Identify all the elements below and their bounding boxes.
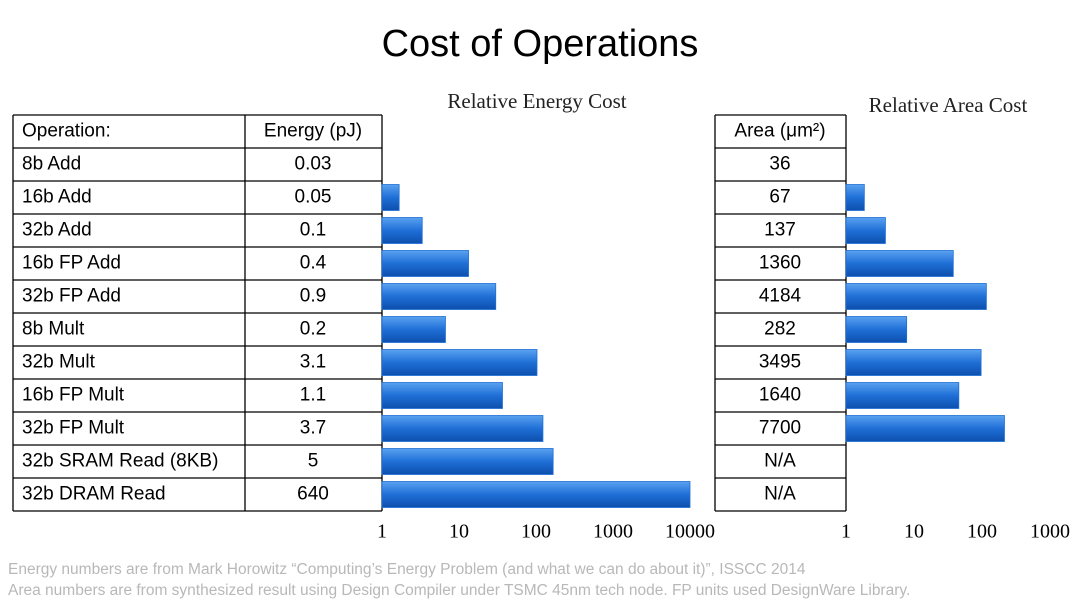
table-cell: 0.03	[295, 154, 332, 175]
chart-title: Relative Area Cost	[869, 93, 1028, 117]
bar	[381, 382, 503, 409]
x-tick-label: 1	[377, 521, 387, 543]
x-tick-label: 100	[521, 521, 551, 543]
bar	[845, 382, 960, 409]
chart-title: Relative Energy Cost	[447, 89, 626, 113]
x-tick-label: 10	[449, 521, 469, 543]
table-cell: 16b FP Add	[22, 253, 121, 274]
table-cell: 0.05	[295, 187, 332, 208]
x-tick-label: 1000	[1030, 521, 1070, 543]
table-cell: 32b Add	[22, 220, 92, 241]
table-cell: 3.7	[300, 418, 326, 439]
bar	[381, 481, 691, 508]
table-cell: N/A	[764, 451, 796, 472]
table-cell: 7700	[759, 418, 801, 439]
bar	[845, 316, 908, 343]
bar	[845, 415, 1005, 442]
footnote: Energy numbers are from Mark Horowitz “C…	[8, 561, 806, 578]
table-cell: 32b SRAM Read (8KB)	[22, 451, 218, 472]
table-cell: N/A	[764, 484, 796, 505]
table-cell: 5	[308, 451, 319, 472]
table-cell: 16b FP Mult	[22, 385, 125, 406]
table-header: Area (μm²)	[734, 121, 825, 142]
bar	[845, 349, 982, 376]
table-cell: 8b Add	[22, 154, 81, 175]
table-cell: 32b FP Mult	[22, 418, 125, 439]
table-header: Energy (pJ)	[264, 121, 362, 142]
bar	[845, 184, 865, 211]
bar	[845, 250, 954, 277]
table-cell: 0.1	[300, 220, 326, 241]
table-cell: 0.2	[300, 319, 326, 340]
table-cell: 0.9	[300, 286, 326, 307]
table-cell: 1360	[759, 253, 801, 274]
bar	[845, 217, 886, 244]
table-header: Operation:	[22, 121, 111, 142]
bar	[381, 283, 497, 310]
bar	[381, 217, 423, 244]
x-tick-label: 1000	[593, 521, 633, 543]
table-cell: 3.1	[300, 352, 326, 373]
table-cell: 32b FP Add	[22, 286, 121, 307]
table-cell: 640	[297, 484, 329, 505]
bar	[381, 448, 554, 475]
table-cell: 282	[764, 319, 796, 340]
bar	[381, 415, 544, 442]
bar	[845, 283, 987, 310]
table-cell: 4184	[759, 286, 802, 307]
x-tick-label: 100	[967, 521, 997, 543]
slide-title: Cost of Operations	[382, 23, 699, 65]
table-cell: 67	[769, 187, 790, 208]
bar	[381, 184, 400, 211]
x-tick-label: 1	[841, 521, 851, 543]
table-cell: 16b Add	[22, 187, 92, 208]
bar	[381, 349, 538, 376]
bar	[381, 316, 446, 343]
table-cell: 32b Mult	[22, 352, 96, 373]
table-cell: 36	[769, 154, 790, 175]
footnote: Area numbers are from synthesized result…	[8, 582, 910, 599]
x-tick-label: 10	[904, 521, 924, 543]
table-cell: 3495	[759, 352, 801, 373]
table-cell: 0.4	[300, 253, 327, 274]
table-cell: 8b Mult	[22, 319, 85, 340]
table-cell: 1.1	[300, 385, 326, 406]
table-cell: 1640	[759, 385, 801, 406]
table-cell: 32b DRAM Read	[22, 484, 166, 505]
bar	[381, 250, 469, 277]
x-tick-label: 10000	[665, 521, 715, 543]
table-cell: 137	[764, 220, 796, 241]
